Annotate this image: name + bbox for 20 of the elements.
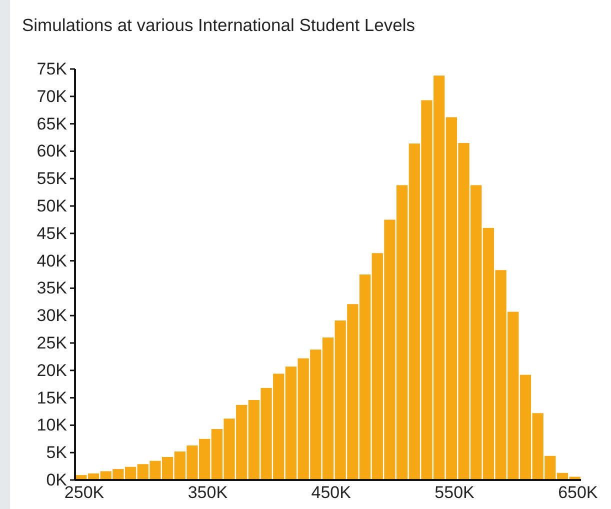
y-tick-label: 40K (36, 251, 68, 270)
y-tick-label: 60K (36, 142, 68, 161)
y-tick-label: 5K (46, 443, 68, 462)
y-tick-label: 15K (36, 388, 68, 408)
y-tick-label: 70K (36, 86, 68, 106)
y-tick-label: 30K (36, 306, 68, 326)
y-tick-label: 75K (36, 59, 68, 78)
y-tick-label: 25K (36, 333, 68, 352)
x-tick-label: 450K (311, 483, 352, 502)
x-tick-label: 350K (188, 483, 228, 502)
y-tick-label: 55K (36, 169, 68, 188)
y-tick-label: 65K (36, 114, 68, 134)
y-tick-label: 35K (36, 278, 68, 298)
x-tick-label: 650K (558, 483, 598, 502)
y-tick-label: 45K (36, 224, 68, 243)
x-tick-label: 550K (434, 483, 476, 502)
y-tick-label: 50K (36, 196, 68, 216)
chart-title: Simulations at various International Student Levels (22, 15, 416, 35)
y-tick-label: 10K (36, 416, 68, 435)
y-tick-label: 20K (36, 360, 68, 380)
